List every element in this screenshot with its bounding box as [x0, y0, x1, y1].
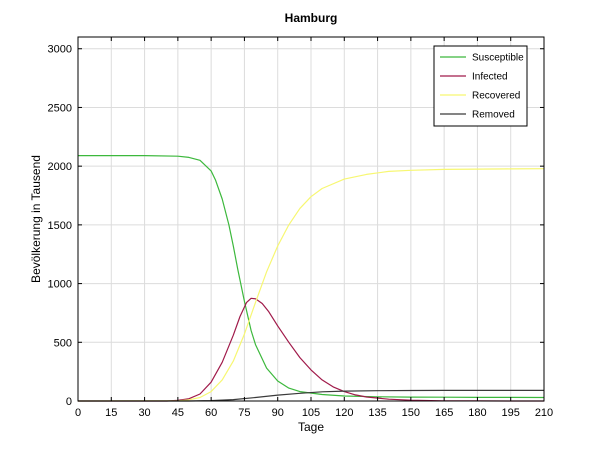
legend-entry-label: Infected — [472, 72, 508, 83]
y-axis-label: Bevölkerung in Tausend — [29, 155, 43, 283]
x-tick-label: 60 — [205, 407, 217, 419]
y-tick-label: 1500 — [48, 220, 72, 232]
y-tick-label: 500 — [54, 337, 72, 349]
x-tick-label: 30 — [138, 407, 150, 419]
y-tick-label: 0 — [66, 396, 72, 408]
x-tick-label: 165 — [435, 407, 453, 419]
x-tick-label: 135 — [368, 407, 386, 419]
y-tick-label: 3000 — [48, 44, 72, 56]
x-tick-label: 90 — [272, 407, 284, 419]
series-line-recovered — [77, 168, 545, 402]
legend-entry-label: Susceptible — [472, 53, 524, 64]
legend-box — [433, 45, 528, 127]
x-tick-label: 210 — [535, 407, 553, 419]
x-axis-label: Tage — [298, 420, 324, 434]
x-tick-label: 105 — [302, 407, 320, 419]
x-tick-label: 15 — [105, 407, 117, 419]
legend-entry-label: Removed — [472, 110, 515, 121]
series-line-infected — [78, 297, 544, 402]
y-tick-label: 1000 — [48, 279, 72, 291]
legend-entry-label: Recovered — [472, 91, 520, 102]
x-tick-label: 180 — [468, 407, 486, 419]
x-tick-label: 0 — [75, 407, 81, 419]
x-tick-label: 75 — [238, 407, 250, 419]
y-tick-label: 2500 — [48, 102, 72, 114]
legend: Susceptible Infected Recovered Removed — [433, 45, 528, 127]
x-tick-label: 120 — [335, 407, 353, 419]
series-layer — [77, 155, 545, 402]
x-tick-label: 150 — [402, 407, 420, 419]
series-line-removed — [78, 389, 544, 402]
chart-title: Hamburg — [285, 11, 338, 25]
series-line-susceptible — [78, 155, 545, 399]
x-tick-label: 45 — [172, 407, 184, 419]
ticks: 0 15 30 45 60 75 90 105 120 135 150 165 180 195 210 0 50… — [48, 37, 553, 419]
y-tick-label: 2000 — [48, 161, 72, 173]
x-tick-label: 195 — [502, 407, 520, 419]
